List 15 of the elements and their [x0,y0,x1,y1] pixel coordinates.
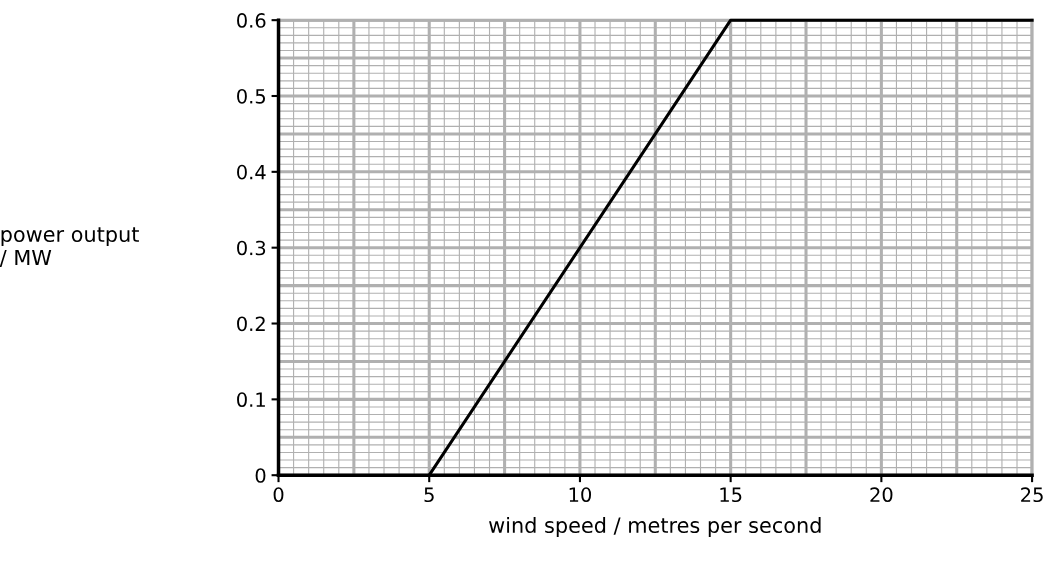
y-tick-label: 0.5 [237,88,266,104]
y-tick-label: 0 [255,468,266,483]
x-tick-label: 20 [870,487,893,503]
y-tick-label: 0.2 [237,316,265,332]
y-tick-label: 0.6 [237,13,266,28]
y-tick-label: 0.4 [237,164,266,180]
y-tick-label: 0.3 [237,240,266,256]
x-tick-label: 0 [273,487,284,503]
x-tick-label: 15 [720,487,742,503]
y-axis-title: power output / MW [0,227,139,268]
x-axis-title: wind speed / metres per second [489,516,821,538]
x-tick-label: 5 [424,487,434,503]
x-tick-label: 25 [1021,487,1043,503]
x-tick-label: 10 [569,487,592,503]
y-tick-label: 0.1 [237,392,265,408]
